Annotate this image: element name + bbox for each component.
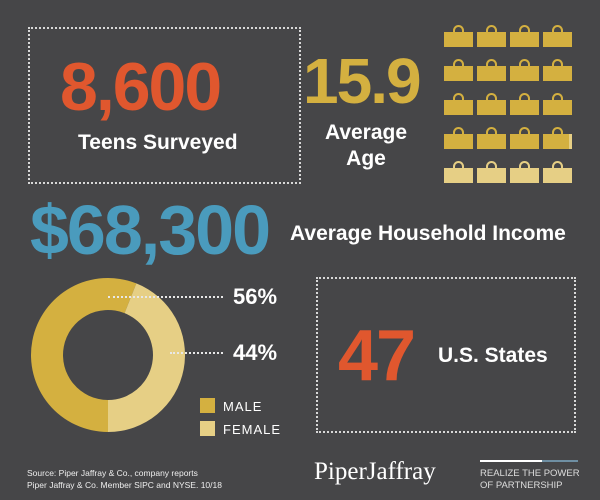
teens-label: Teens Surveyed [78,131,238,154]
shopping-bag-icon [444,25,473,47]
tagline-rule-accent [542,460,578,462]
age-label: Average Age [322,120,410,172]
shopping-bag-icon [543,25,572,47]
legend-swatch-female [200,421,215,436]
source-line-2: Piper Jaffray & Co. Member SIPC and NYSE… [27,480,222,490]
gender-donut-chart [31,278,186,432]
shopping-bag-icon [444,93,473,115]
income-label: Average Household Income [290,222,566,245]
shopping-bag-icon [543,59,572,81]
legend-swatch-male [200,398,215,413]
legend-label-female: FEMALE [223,422,282,437]
tagline-line-1: REALIZE THE POWER [480,468,580,479]
male-leader-line [108,296,223,298]
source-note: Source: Piper Jaffray & Co., company rep… [27,467,222,491]
age-bag-pictogram [444,25,584,183]
shopping-bag-icon [510,59,539,81]
shopping-bag-icon [510,25,539,47]
shopping-bag-icon [444,59,473,81]
teens-value: 8,600 [60,49,222,125]
age-value: 15.9 [303,45,422,117]
income-value: $68,300 [30,191,271,269]
source-line-1: Source: Piper Jaffray & Co., company rep… [27,468,198,478]
donut-slice-female [108,283,186,432]
tagline-line-2: OF PARTNERSHIP [480,480,563,491]
shopping-bag-icon [444,161,473,183]
states-box [316,277,576,433]
shopping-bag-icon [477,25,506,47]
shopping-bag-icon [444,127,473,149]
states-label: U.S. States [438,344,548,367]
shopping-bag-icon [477,127,506,149]
shopping-bag-icon [477,59,506,81]
age-label-line1: Average [324,121,408,144]
tagline-rule [480,460,542,462]
shopping-bag-icon [543,127,572,149]
age-label-line2: Age [346,147,386,170]
piper-jaffray-logo: PiperJaffray [314,458,436,485]
female-percent-label: 44% [233,340,278,365]
legend-label-male: MALE [223,399,263,414]
shopping-bag-icon [510,127,539,149]
shopping-bag-icon [510,161,539,183]
shopping-bag-icon [543,93,572,115]
donut-slice-male [31,278,137,432]
male-percent-label: 56% [233,284,278,309]
teens-box [28,27,301,184]
shopping-bag-icon [477,93,506,115]
shopping-bag-icon [543,161,572,183]
female-leader-line [170,352,223,354]
states-value: 47 [338,316,416,396]
tagline: REALIZE THE POWER OF PARTNERSHIP [480,468,580,492]
shopping-bag-icon [510,93,539,115]
shopping-bag-icon [477,161,506,183]
